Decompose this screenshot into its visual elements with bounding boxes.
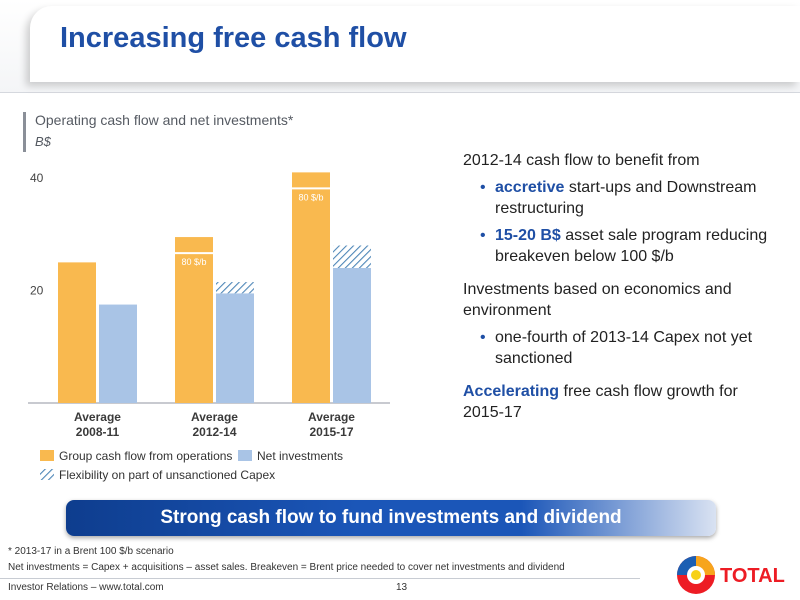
x-tick-label: Average xyxy=(74,410,121,424)
page-number: 13 xyxy=(396,582,408,593)
logo-wordmark: TOTAL xyxy=(720,565,785,587)
total-logo: TOTAL xyxy=(677,556,785,594)
footnote-definitions: Net investments = Capex + acquisitions –… xyxy=(8,562,565,573)
title-bar: Increasing free cash flow xyxy=(0,0,800,93)
footnote-scenario: * 2013-17 in a Brent 100 $/b scenario xyxy=(8,546,174,557)
bar-cash-flow xyxy=(175,237,213,403)
title-card xyxy=(30,6,800,82)
bar-cash-flow xyxy=(58,262,96,403)
banner-text: Strong cash flow to fund investments and… xyxy=(160,507,622,528)
annotation-label: 80 $/b xyxy=(298,192,323,202)
x-tick-label: Average xyxy=(308,410,355,424)
conclusion-text: free cash flow growth for 2015-17 xyxy=(463,383,738,421)
conclusion-highlight: Accelerating xyxy=(463,383,560,400)
x-tick-label: 2012-14 xyxy=(192,425,236,439)
bullet-dot-icon: • xyxy=(480,329,486,346)
bar-flexibility xyxy=(216,282,254,294)
bullet-dot-icon: • xyxy=(480,227,486,244)
legend-label: Net investments xyxy=(257,449,343,463)
legend-label: Group cash flow from operations xyxy=(59,449,232,463)
chart-title: Operating cash flow and net investments* xyxy=(35,112,294,128)
bullet-highlight: accretive xyxy=(495,179,565,196)
y-tick-label: 40 xyxy=(30,171,44,185)
bar-net-investments xyxy=(99,304,137,403)
y-tick-label: 20 xyxy=(30,284,44,298)
bullet-item: • one-fourth of 2013-14 Capex not yet sa… xyxy=(463,327,783,369)
chart-unit: B$ xyxy=(35,134,51,149)
legend-swatch xyxy=(40,450,54,461)
legend-swatch xyxy=(238,450,252,461)
bullet-dot-icon: • xyxy=(480,179,486,196)
key-message-banner: Strong cash flow to fund investments and… xyxy=(66,500,716,536)
x-tick-label: Average xyxy=(191,410,238,424)
commentary: 2012-14 cash flow to benefit from • accr… xyxy=(463,150,783,423)
annotation-label: 80 $/b xyxy=(181,257,206,267)
commentary-section: Investments based on economics and envir… xyxy=(463,281,732,319)
bar-net-investments xyxy=(216,293,254,403)
footer-source: Investor Relations – www.total.com xyxy=(8,582,164,593)
commentary-intro: 2012-14 cash flow to benefit from xyxy=(463,152,700,169)
x-tick-label: 2015-17 xyxy=(309,425,353,439)
bullet-text: one-fourth of 2013-14 Capex not yet sanc… xyxy=(495,329,753,367)
bullet-text: start-ups and Downstream restructuring xyxy=(495,179,757,217)
bar-net-investments xyxy=(333,268,371,403)
legend-swatch xyxy=(40,469,54,480)
bar-cash-flow xyxy=(292,172,330,403)
bar-flexibility xyxy=(333,245,371,268)
total-logo-icon xyxy=(677,556,715,594)
commentary-conclusion: Accelerating free cash flow growth for 2… xyxy=(463,381,783,423)
bullet-highlight: 15-20 B$ xyxy=(495,227,561,244)
bullet-item: • 15-20 B$ asset sale program reducing b… xyxy=(463,225,783,267)
legend-label: Flexibility on part of unsanctioned Cape… xyxy=(59,468,275,482)
bullet-text: asset sale program reducing breakeven be… xyxy=(495,227,768,265)
chart-header: Operating cash flow and net investments*… xyxy=(23,112,293,152)
bullet-item: • accretive start-ups and Downstream res… xyxy=(463,177,783,219)
slide-title: Increasing free cash flow xyxy=(60,22,407,54)
bar-chart: 2040Average2008-11Average2012-14Average2… xyxy=(28,171,390,482)
x-tick-label: 2008-11 xyxy=(76,425,120,439)
footer-divider xyxy=(0,578,640,579)
